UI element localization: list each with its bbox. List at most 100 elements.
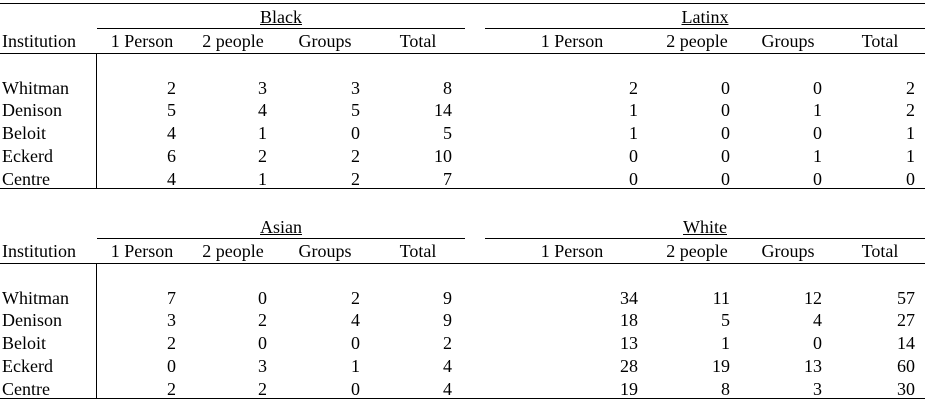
- cell-value: 2: [906, 100, 915, 120]
- cell-value: 4: [258, 100, 267, 120]
- cell-value: 9: [443, 288, 452, 308]
- column-header: Institution: [2, 241, 77, 261]
- row-label: Centre: [2, 379, 50, 399]
- column-header: Groups: [298, 241, 352, 261]
- column-header: 2 people: [202, 31, 264, 51]
- cell-value: 0: [167, 356, 176, 376]
- cell-value: 2: [351, 169, 360, 189]
- cell-value: 7: [167, 288, 176, 308]
- cell-value: 0: [813, 169, 822, 189]
- cell-value: 2: [258, 310, 267, 330]
- cell-value: 0: [721, 146, 730, 166]
- cell-value: 4: [167, 169, 176, 189]
- cell-value: 8: [721, 379, 730, 399]
- cell-value: 10: [434, 146, 452, 166]
- cell-value: 1: [629, 123, 638, 143]
- cell-value: 1: [813, 100, 822, 120]
- cell-value: 28: [620, 356, 638, 376]
- cell-value: 13: [620, 333, 638, 353]
- column-header: Total: [861, 241, 899, 261]
- group-title: Asian: [260, 217, 302, 237]
- cell-value: 57: [897, 288, 915, 308]
- column-header: 2 people: [666, 31, 728, 51]
- group-rule: [485, 238, 925, 239]
- cell-value: 4: [167, 123, 176, 143]
- group-title: White: [683, 217, 727, 237]
- cell-value: 0: [351, 123, 360, 143]
- cell-value: 0: [721, 78, 730, 98]
- cell-value: 5: [443, 123, 452, 143]
- cell-value: 5: [351, 100, 360, 120]
- cell-value: 2: [906, 78, 915, 98]
- column-header: 2 people: [202, 241, 264, 261]
- cell-value: 1: [258, 169, 267, 189]
- cell-value: 4: [351, 310, 360, 330]
- row-label: Whitman: [2, 288, 69, 308]
- cell-value: 34: [620, 288, 638, 308]
- cell-value: 3: [258, 78, 267, 98]
- cell-value: 0: [258, 333, 267, 353]
- group-rule: [97, 238, 465, 239]
- cell-value: 11: [712, 288, 730, 308]
- cell-value: 0: [813, 78, 822, 98]
- cell-value: 0: [351, 379, 360, 399]
- cell-value: 1: [906, 146, 915, 166]
- cell-value: 0: [721, 100, 730, 120]
- cell-value: 6: [167, 146, 176, 166]
- column-header: 1 Person: [110, 31, 174, 51]
- column-header: Total: [399, 31, 437, 51]
- header-rule: [0, 263, 925, 264]
- group-rule: [485, 28, 925, 29]
- cell-value: 2: [351, 146, 360, 166]
- column-header: 1 Person: [110, 241, 174, 261]
- stub-rule: [96, 53, 97, 188]
- cell-value: 0: [813, 333, 822, 353]
- column-header: Groups: [761, 241, 815, 261]
- column-header: Groups: [298, 31, 352, 51]
- cell-value: 3: [167, 310, 176, 330]
- cell-value: 1: [629, 100, 638, 120]
- cell-value: 4: [443, 356, 452, 376]
- cell-value: 3: [813, 379, 822, 399]
- cell-value: 0: [906, 169, 915, 189]
- cell-value: 4: [813, 310, 822, 330]
- cell-value: 2: [258, 146, 267, 166]
- cell-value: 2: [443, 333, 452, 353]
- row-label: Eckerd: [2, 146, 53, 166]
- cell-value: 19: [620, 379, 638, 399]
- column-header: Institution: [2, 31, 77, 51]
- cell-value: 1: [351, 356, 360, 376]
- row-label: Centre: [2, 169, 50, 189]
- column-header: Total: [399, 241, 437, 261]
- column-header: 1 Person: [540, 31, 604, 51]
- row-label: Eckerd: [2, 356, 53, 376]
- cell-value: 7: [443, 169, 452, 189]
- cell-value: 27: [897, 310, 915, 330]
- cell-value: 8: [443, 78, 452, 98]
- row-label: Beloit: [2, 333, 46, 353]
- bottom-rule: [0, 188, 925, 189]
- cell-value: 9: [443, 310, 452, 330]
- cell-value: 2: [167, 78, 176, 98]
- cell-value: 4: [443, 379, 452, 399]
- cell-value: 0: [351, 333, 360, 353]
- cell-value: 0: [629, 169, 638, 189]
- cell-value: 5: [167, 100, 176, 120]
- cell-value: 18: [620, 310, 638, 330]
- group-title: Latinx: [681, 7, 729, 27]
- cell-value: 1: [906, 123, 915, 143]
- row-label: Beloit: [2, 123, 46, 143]
- group-title: Black: [260, 7, 302, 27]
- cell-value: 0: [629, 146, 638, 166]
- bottom-rule: [0, 398, 925, 399]
- cell-value: 14: [434, 100, 452, 120]
- column-header: 2 people: [666, 241, 728, 261]
- cell-value: 1: [813, 146, 822, 166]
- cell-value: 3: [351, 78, 360, 98]
- cell-value: 2: [167, 379, 176, 399]
- cell-value: 2: [258, 379, 267, 399]
- cell-value: 19: [712, 356, 730, 376]
- cell-value: 5: [721, 310, 730, 330]
- group-rule: [97, 28, 465, 29]
